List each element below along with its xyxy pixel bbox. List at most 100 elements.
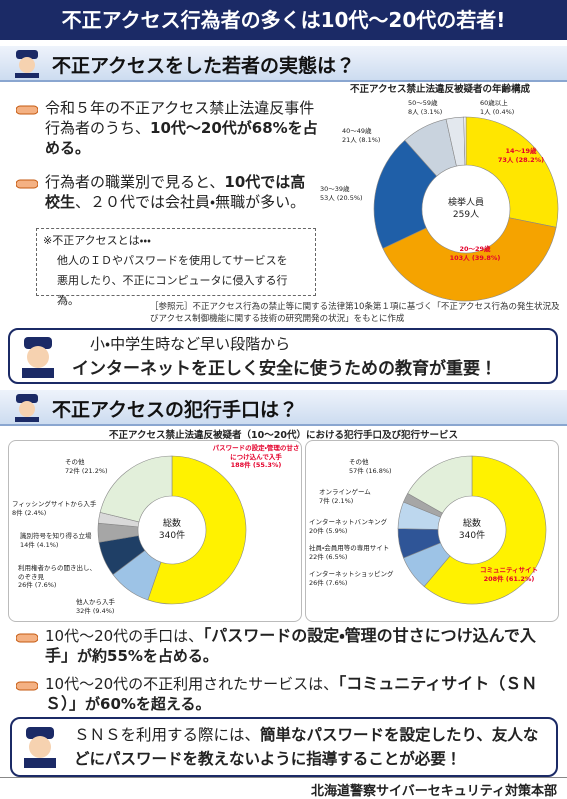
text: 令和５年の不正アクセス禁止法違反事件行為者のうち、 — [45, 99, 315, 137]
category-label: 社員・会員用等の専用サイト — [309, 544, 390, 552]
slice-label: コミュニティサイト 208件 (61.2%) — [473, 566, 545, 583]
callout-text: ＳＮＳを利用する際には、簡単なパスワードを設定したり、友人などにパスワードを教え… — [74, 723, 544, 771]
section-header: 不正アクセスをした若者の実態は？ — [0, 46, 567, 82]
category-label: 他人から入手 — [76, 598, 115, 606]
callout-text: インターネットを正しく安全に使うための教育が重要！ — [72, 359, 497, 379]
section-header: 不正アクセスの犯行手口は？ — [0, 390, 567, 426]
note-text: 他人のＩＤやパスワードを使用してサービスを — [57, 254, 288, 267]
header-title: 不正アクセス行為者の多くは10代～20代の若者! — [0, 0, 567, 40]
text: が60%を超える。 — [85, 695, 211, 713]
center-total: 259人 — [452, 210, 480, 220]
hand-icon — [16, 681, 38, 691]
category-label: その他 — [349, 458, 369, 466]
value-label: 73人 (28.2%) — [497, 155, 545, 164]
slice-label: その他 72件 (21.2%) — [65, 458, 125, 475]
slice-label: 20～29歳 103人 (39.8%) — [444, 245, 506, 262]
category-label: その他 — [65, 458, 85, 466]
bullet-text: 10代～20代の手口は、「パスワードの設定・管理の甘さにつけ込んで入手」が約55… — [45, 626, 555, 666]
slice-label: パスワードの設定・管理の甘さにつけ込んで入手 188件 (55.3%) — [210, 444, 302, 470]
donut — [97, 455, 247, 605]
value-label: 57件 (16.8%) — [349, 466, 392, 475]
chart: 総数 340件 パスワードの設定・管理の甘さにつけ込んで入手 188件 (55.3%)… — [10, 440, 300, 618]
slice-label: 60歳以上 1人 (0.4%) — [480, 99, 530, 116]
callout: ＳＮＳを利用する際には、簡単なパスワードを設定したり、友人などにパスワードを教え… — [10, 717, 558, 777]
text: 10代～20代が68%を占める。 — [45, 119, 318, 157]
section-title: 不正アクセスをした若者の実態は？ — [52, 55, 356, 77]
value-label: 8件 (2.4%) — [12, 508, 47, 517]
chart-frame — [8, 440, 302, 622]
slice — [147, 455, 247, 605]
center-label: 総数 340件 — [442, 518, 502, 542]
donut — [373, 116, 559, 302]
value-label: 22件 (6.5%) — [309, 552, 348, 561]
slice-label: インターネットバンキング 20件 (5.9%) — [309, 518, 409, 535]
value-label: 53人 (20.5%) — [320, 193, 363, 202]
slice — [99, 455, 173, 523]
hand-icon — [16, 179, 38, 189]
slice-label: その他 57件 (16.8%) — [349, 458, 399, 475]
chart: 総数 340件コミュニティサイト 208件 (61.2%) インターネットショッピング… — [305, 440, 560, 618]
text: 10代では高校生 — [45, 173, 306, 211]
category-label: インターネットショッピング — [309, 570, 394, 578]
avatar-icon — [15, 50, 39, 78]
slice-label: 識別符号を知り得る立場 14件 (4.1%) — [20, 532, 98, 549]
slice-label: 14～19歳 73人 (28.2%) — [490, 147, 552, 164]
slice — [465, 116, 559, 228]
slice — [423, 455, 547, 605]
category-label: 20～29歳 — [459, 245, 491, 253]
section-title: 不正アクセスの犯行手口は？ — [52, 399, 299, 421]
category-label: パスワードの設定・管理の甘さにつけ込んで入手 — [212, 444, 300, 461]
category-label: 14～19歳 — [505, 147, 537, 155]
text: 「コミュニティサイト（ＳＮＳ）」 — [45, 674, 538, 713]
center-label: 総数 340件 — [142, 518, 202, 542]
slice-label: 50～59歳 8人 (3.1%) — [408, 99, 458, 116]
slice — [382, 217, 557, 302]
value-label: 20件 (5.9%) — [309, 526, 348, 535]
chart-frame — [305, 440, 559, 622]
divider — [0, 777, 567, 778]
callout-text: 小・中学生時など早い段階から — [90, 335, 291, 353]
text: ＳＮＳを利用する際には、 — [74, 726, 261, 744]
text: 、２０代では会社員・無職が多い。 — [75, 193, 306, 211]
hand-icon — [16, 633, 38, 643]
bullet-text: 行為者の職業別で見ると、10代では高校生、２０代では会社員・無職が多い。 — [45, 172, 320, 212]
category-label: 50～59歳 — [408, 99, 438, 107]
text: 10代～20代の手口は、 — [45, 627, 204, 645]
value-label: 7件 (2.1%) — [319, 496, 354, 505]
bullet-text: 10代～20代の不正利用されたサービスは、「コミュニティサイト（ＳＮＳ）」が60… — [45, 674, 545, 714]
value-label: 8人 (3.1%) — [408, 107, 443, 116]
slice-label: 40～49歳 21人 (8.1%) — [342, 127, 397, 144]
category-label: 60歳以上 — [480, 99, 508, 107]
center-total: 340件 — [458, 531, 486, 541]
chart: 不正アクセス禁止法違反被疑者の年齢構成検挙人員 259人 14～19歳 73人 (28… — [320, 84, 560, 303]
value-label: 26件 (7.6%) — [309, 578, 348, 587]
center-total: 340件 — [158, 531, 186, 541]
text: 10代～20代の不正利用されたサービスは、 — [45, 675, 339, 693]
value-label: 208件 (61.2%) — [483, 574, 535, 583]
center-title: 総数 — [462, 519, 481, 529]
value-label: 72件 (21.2%) — [65, 466, 108, 475]
chart-title: 不正アクセス禁止法違反被疑者の年齢構成 — [349, 84, 531, 95]
category-label: コミュニティサイト — [479, 566, 539, 574]
category-label: 30～39歳 — [320, 185, 350, 193]
center-label: 検挙人員 259人 — [436, 197, 496, 221]
value-label: 103人 (39.8%) — [449, 253, 501, 262]
slice-label: オンラインゲーム 7件 (2.1%) — [319, 488, 399, 505]
slice-label: 30～39歳 53人 (20.5%) — [320, 185, 375, 202]
slice — [463, 116, 467, 166]
value-label: 14件 (4.1%) — [20, 540, 59, 549]
value-label: 26件 (7.6%) — [18, 581, 57, 589]
slice-label: 他人から入手 32件 (9.4%) — [76, 598, 146, 615]
value-label: 1人 (0.4%) — [480, 107, 515, 116]
category-label: インターネットバンキング — [309, 518, 388, 526]
callout: 小・中学生時など早い段階から インターネットを正しく安全に使うための教育が重要！ — [8, 328, 558, 384]
bullet-text: 令和５年の不正アクセス禁止法違反事件行為者のうち、10代～20代が68%を占める… — [45, 98, 320, 158]
center-title: 検挙人員 — [447, 198, 484, 208]
note-box: ※不正アクセスとは・・・ 他人のＩＤやパスワードを使用してサービスを 悪用したり… — [36, 228, 316, 307]
donut — [397, 455, 547, 605]
avatar-icon — [24, 727, 56, 768]
slice-label: 社員・会員用等の専用サイト 22件 (6.5%) — [309, 544, 409, 561]
note-text: 悪用したり、不正にコンピュータに侵入する行為。 — [57, 274, 288, 307]
text: が約55%を占める。 — [77, 647, 218, 665]
